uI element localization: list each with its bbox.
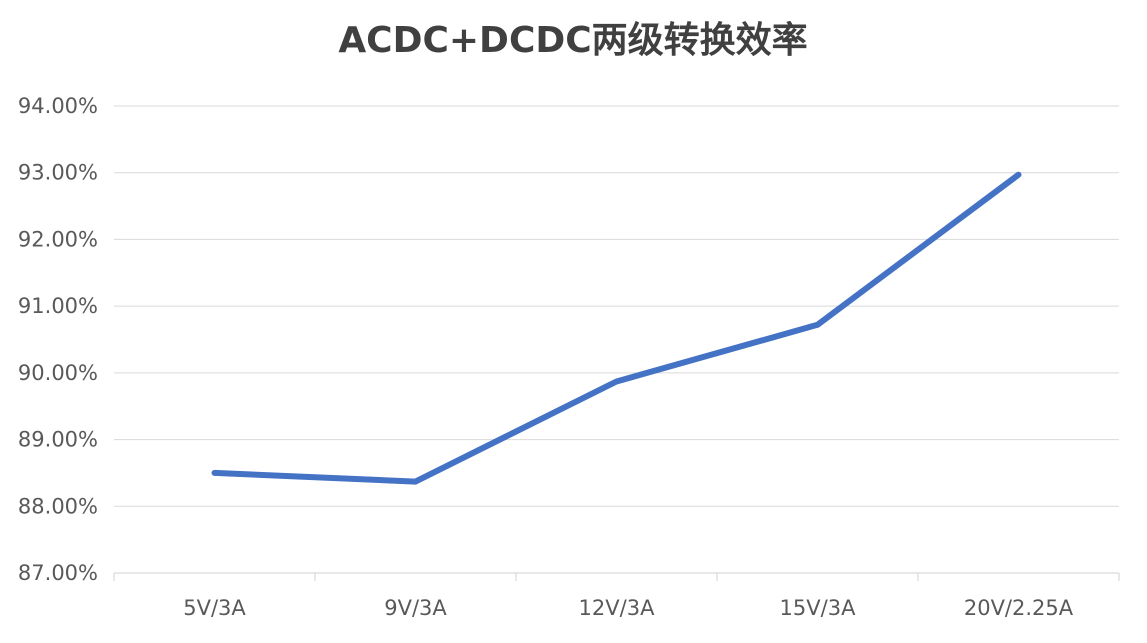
y-tick-label: 93.00% (18, 161, 98, 185)
x-tick-label: 15V/3A (780, 596, 857, 620)
x-tick-label: 12V/3A (579, 596, 656, 620)
x-tick-label: 9V/3A (384, 596, 447, 620)
series-line (211, 171, 1022, 485)
plot-area (211, 171, 1022, 485)
x-tick-label: 20V/2.25A (964, 596, 1074, 620)
y-tick-label: 89.00% (18, 428, 98, 452)
gridlines (114, 105, 1119, 507)
y-tick-label: 91.00% (18, 294, 98, 318)
y-tick-label: 92.00% (18, 227, 98, 251)
y-tick-label: 88.00% (18, 494, 98, 518)
x-axis: 5V/3A 9V/3A 12V/3A 15V/3A 20V/2.25A (113, 572, 1120, 620)
chart-title: ACDC+DCDC两级转换效率 (338, 20, 807, 61)
y-tick-label: 94.00% (18, 94, 98, 118)
y-tick-label: 90.00% (18, 361, 98, 385)
y-axis: 87.00% 88.00% 89.00% 90.00% 91.00% 92.00% 93.0… (18, 94, 98, 585)
x-tick-label: 5V/3A (183, 596, 246, 620)
y-tick-label: 87.00% (18, 561, 98, 585)
